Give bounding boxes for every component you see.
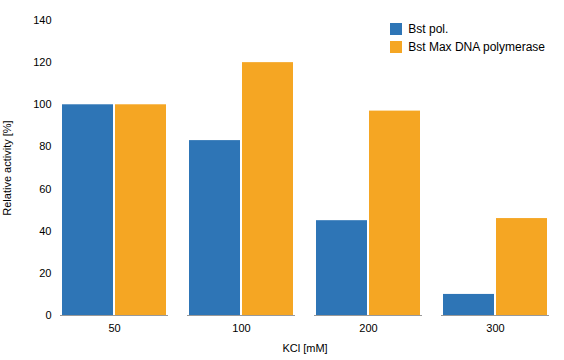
svg-text:100: 100 [33, 98, 51, 110]
svg-text:20: 20 [39, 267, 51, 279]
svg-text:60: 60 [39, 183, 51, 195]
svg-text:Relative activity [%]: Relative activity [%] [1, 120, 13, 215]
svg-text:KCl [mM]: KCl [mM] [282, 342, 327, 354]
svg-text:80: 80 [39, 140, 51, 152]
svg-text:120: 120 [33, 56, 51, 68]
svg-text:140: 140 [33, 14, 51, 26]
html-text:Bst Max DNA polymerase: Bst Max DNA polymerase [408, 40, 545, 54]
svg-text:300: 300 [486, 322, 504, 334]
html-text:Bst pol.: Bst pol. [408, 22, 449, 36]
svg-text:50: 50 [108, 322, 120, 334]
svg-text:100: 100 [232, 322, 250, 334]
svg-text:0: 0 [45, 309, 51, 321]
svg-text:200: 200 [359, 322, 377, 334]
svg-text:40: 40 [39, 225, 51, 237]
